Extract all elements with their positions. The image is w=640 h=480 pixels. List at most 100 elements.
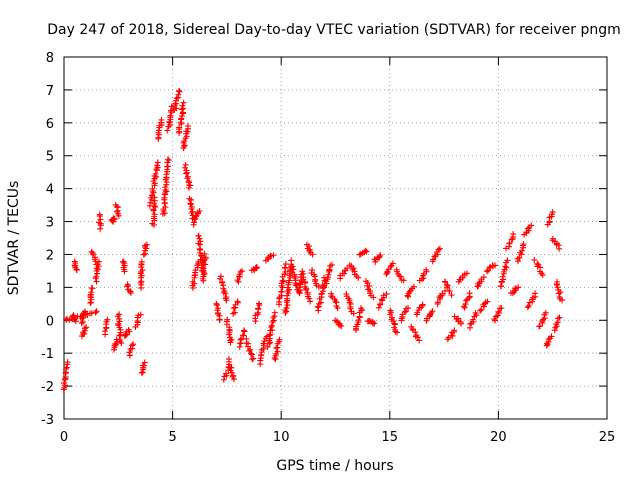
data-point xyxy=(461,304,468,311)
data-points xyxy=(60,87,566,393)
data-point xyxy=(303,286,310,293)
data-point xyxy=(446,288,453,295)
data-point xyxy=(326,266,333,273)
data-point xyxy=(141,359,148,366)
data-point xyxy=(152,170,159,177)
x-tick-label: 20 xyxy=(490,430,507,445)
data-point xyxy=(483,268,490,275)
data-point xyxy=(165,163,172,170)
y-tick-label: 6 xyxy=(46,117,54,132)
data-point xyxy=(173,105,180,112)
data-point xyxy=(444,284,451,291)
data-point xyxy=(288,257,295,264)
data-point xyxy=(79,315,86,322)
data-point xyxy=(512,285,519,292)
data-point xyxy=(130,341,137,348)
data-point xyxy=(192,215,199,222)
data-point xyxy=(525,303,532,310)
data-point xyxy=(195,232,202,239)
data-point xyxy=(241,327,248,334)
data-point xyxy=(307,298,314,305)
data-point xyxy=(217,275,224,282)
data-point xyxy=(61,376,68,383)
data-point xyxy=(401,309,408,316)
data-point xyxy=(143,241,150,248)
data-point xyxy=(125,326,132,333)
data-point xyxy=(184,123,191,130)
data-point xyxy=(78,320,85,327)
data-point xyxy=(416,337,423,344)
data-point xyxy=(223,321,230,328)
data-point xyxy=(283,305,290,312)
y-tick-label: 4 xyxy=(46,183,54,198)
data-point xyxy=(328,293,335,300)
data-point xyxy=(213,300,220,307)
y-tick-label: -1 xyxy=(41,347,54,362)
data-point xyxy=(484,298,491,305)
data-point xyxy=(112,341,119,348)
data-point xyxy=(161,199,168,206)
data-point xyxy=(115,212,122,219)
data-point xyxy=(375,304,382,311)
data-point xyxy=(168,103,175,110)
data-point xyxy=(397,273,404,280)
data-point xyxy=(97,225,104,232)
data-point xyxy=(226,331,233,338)
data-point xyxy=(406,288,413,295)
data-point xyxy=(181,138,188,145)
data-point xyxy=(184,175,191,182)
data-point xyxy=(293,282,300,289)
data-point xyxy=(334,305,341,312)
data-point xyxy=(270,252,277,259)
data-point xyxy=(158,116,165,123)
data-point xyxy=(347,305,354,312)
data-point xyxy=(371,320,378,327)
data-point xyxy=(539,272,546,279)
data-point xyxy=(393,329,400,336)
data-point xyxy=(554,284,561,291)
data-point xyxy=(118,340,125,347)
data-point xyxy=(436,294,443,301)
data-point xyxy=(499,273,506,280)
data-point xyxy=(362,247,369,254)
data-point xyxy=(178,106,185,113)
data-point xyxy=(555,290,562,297)
data-point xyxy=(280,278,287,285)
data-point xyxy=(389,260,396,267)
data-point xyxy=(234,298,241,305)
data-point xyxy=(83,324,90,331)
data-point xyxy=(520,241,527,248)
data-point xyxy=(317,299,324,306)
data-point xyxy=(392,321,399,328)
data-point xyxy=(474,283,481,290)
data-point xyxy=(64,359,71,366)
data-point xyxy=(114,313,121,320)
data-point xyxy=(220,376,227,383)
data-point xyxy=(400,277,407,284)
data-point xyxy=(363,248,370,255)
data-point xyxy=(97,222,104,229)
data-point xyxy=(88,285,95,291)
data-point xyxy=(370,294,377,301)
data-point xyxy=(350,310,357,317)
data-point xyxy=(268,322,275,329)
data-point xyxy=(127,289,134,296)
data-point xyxy=(226,361,233,368)
data-point xyxy=(244,343,251,350)
data-point xyxy=(196,208,203,215)
y-tick-label: 0 xyxy=(46,314,54,329)
data-point xyxy=(338,322,345,329)
data-point xyxy=(525,225,532,232)
data-point xyxy=(161,194,168,201)
data-point xyxy=(377,252,384,259)
data-point xyxy=(167,112,174,119)
data-point xyxy=(315,303,322,310)
data-point xyxy=(164,156,171,163)
y-tick-label: -2 xyxy=(41,380,54,395)
data-point xyxy=(151,211,158,218)
data-point xyxy=(88,289,95,296)
data-point xyxy=(414,334,421,341)
data-point xyxy=(149,220,156,227)
data-point xyxy=(448,292,455,299)
